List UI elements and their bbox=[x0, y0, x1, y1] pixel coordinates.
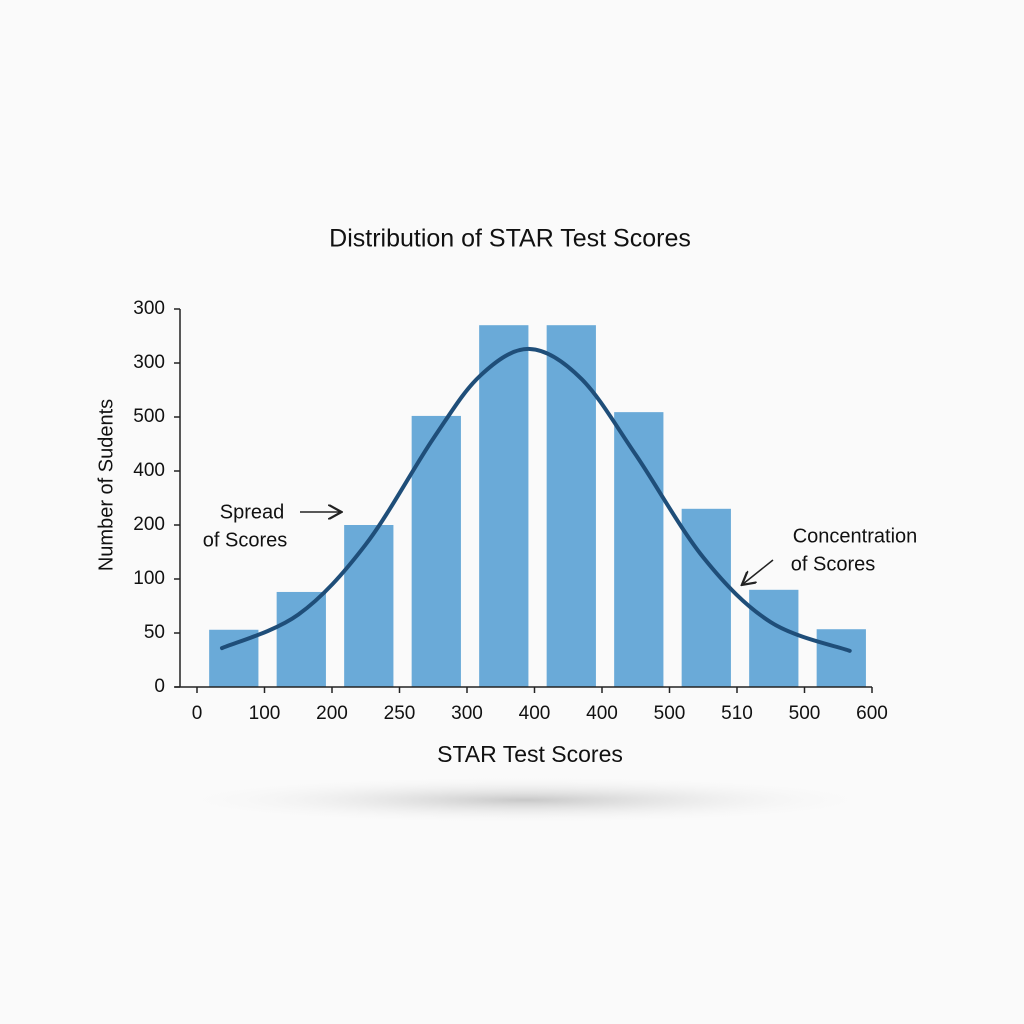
x-tick-label: 510 bbox=[721, 703, 753, 724]
bar bbox=[479, 325, 529, 687]
bar bbox=[276, 591, 326, 687]
x-tick-label: 200 bbox=[316, 703, 348, 724]
annotation: of Scores bbox=[791, 553, 875, 575]
x-tick-label: 100 bbox=[249, 703, 281, 724]
bar bbox=[816, 629, 866, 687]
x-tick-label: 250 bbox=[384, 703, 416, 724]
x-tick-label: 400 bbox=[519, 703, 551, 724]
x-axis-title: STAR Test Scores bbox=[437, 741, 623, 767]
x-tick-label: 500 bbox=[654, 703, 686, 724]
annotation: of Scores bbox=[203, 529, 287, 551]
y-axis-title: Number of Sudents bbox=[95, 399, 117, 571]
x-tick-label: 600 bbox=[856, 703, 888, 724]
y-tick-label: 400 bbox=[133, 460, 165, 481]
bar bbox=[614, 412, 664, 687]
y-tick-label: 100 bbox=[133, 568, 165, 589]
shadow bbox=[165, 776, 885, 824]
x-tick-label: 300 bbox=[451, 703, 483, 724]
annotation: Concentration bbox=[793, 525, 918, 547]
annotation: Spread bbox=[220, 501, 285, 523]
y-tick-label: 300 bbox=[133, 298, 165, 319]
y-tick-label: 50 bbox=[144, 622, 165, 643]
x-tick-label: 0 bbox=[192, 703, 203, 724]
bar bbox=[749, 589, 799, 687]
y-tick-label: 300 bbox=[133, 352, 165, 373]
y-tick-label: 200 bbox=[133, 514, 165, 535]
y-tick-label: 500 bbox=[133, 406, 165, 427]
bar bbox=[344, 525, 394, 687]
fit-curve bbox=[219, 346, 852, 653]
x-tick-label: 400 bbox=[586, 703, 618, 724]
annotation-arrow bbox=[743, 559, 774, 584]
x-tick-label: 500 bbox=[789, 703, 821, 724]
bar bbox=[411, 415, 461, 687]
bar bbox=[546, 325, 596, 687]
chart-title: Distribution of STAR Test Scores bbox=[329, 225, 691, 253]
y-tick-label: 0 bbox=[154, 676, 165, 697]
